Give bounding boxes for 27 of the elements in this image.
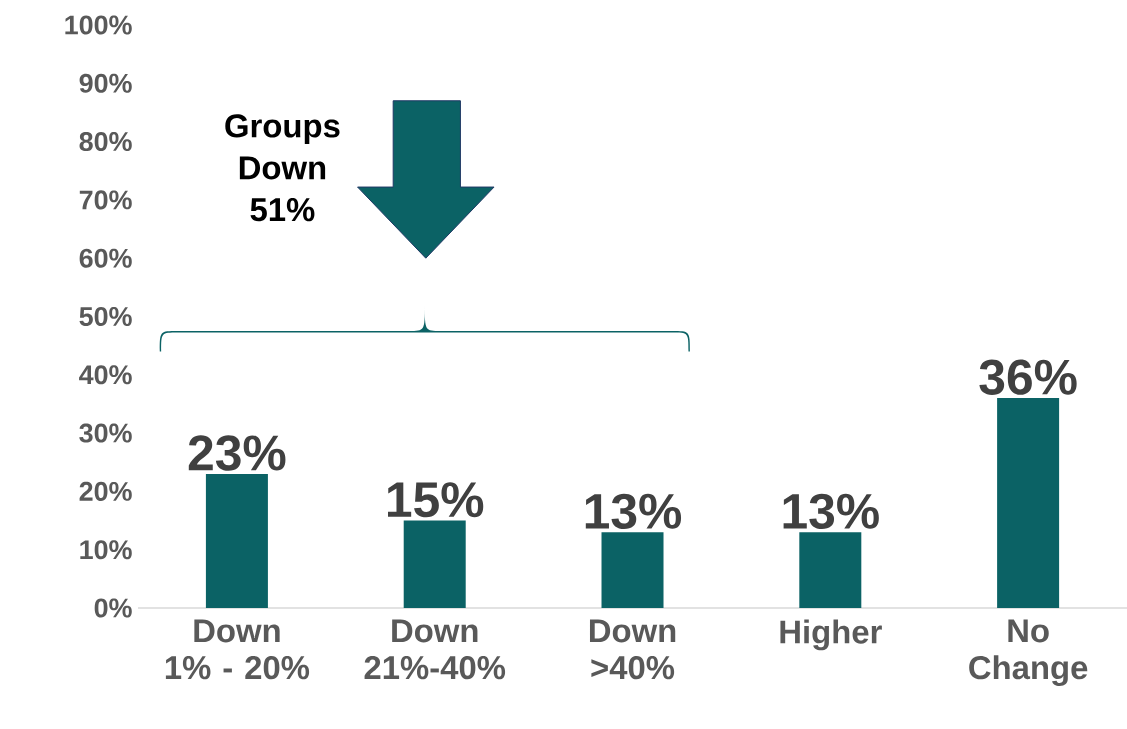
y-tick-label: 30% [79,423,132,443]
x-tick-label: Down 21%-40% [364,619,506,680]
annotation: Groups Down 51% [225,114,340,222]
bar [205,473,268,608]
bar [997,398,1060,608]
y-tick-label: 70% [79,190,132,210]
y-tick-label: 40% [79,365,132,385]
data-label: 13% [783,493,879,529]
y-tick-label: 10% [80,540,132,560]
y-tick-label: 20% [79,481,132,501]
x-tick-label: Down >40% [589,619,676,680]
data-label: 15% [388,482,484,518]
data-label: 13% [585,493,682,529]
y-tick-label: 90% [79,73,132,93]
x-tick-label: Higher [780,619,882,651]
bar [601,532,664,608]
bar [799,532,862,608]
x-tick-label: No Change [969,619,1088,686]
y-tick-label: 80% [79,132,132,152]
y-tick-label: 60% [79,248,132,268]
data-label: 23% [188,435,286,471]
x-tick-label: Down 1% - 20% [165,619,310,680]
y-tick-label: 50% [79,306,132,327]
y-tick-label: 100% [65,15,132,35]
y-tick-label: 0% [94,598,132,618]
data-label: 36% [979,359,1077,395]
bar [403,520,466,608]
